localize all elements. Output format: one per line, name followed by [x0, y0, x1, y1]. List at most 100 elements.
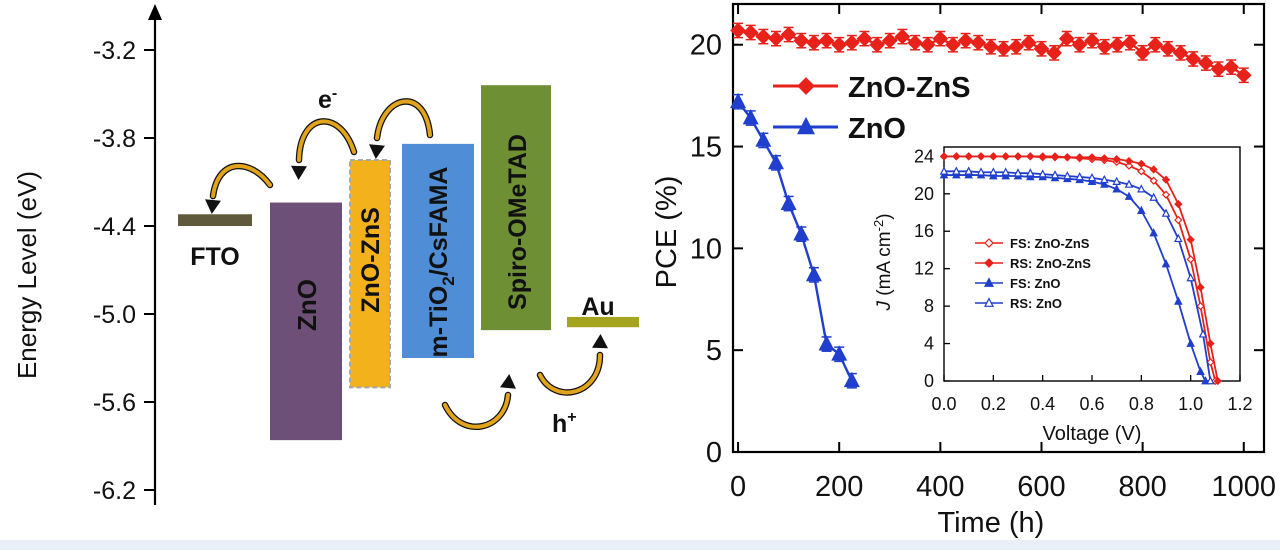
jv-y-tick-label: 24: [914, 146, 934, 166]
pce-x-axis-label: Time (h): [937, 507, 1044, 539]
electron-label: e-: [318, 85, 337, 114]
pce-data-point: [1046, 45, 1062, 61]
energy-tick-label: -5.6: [93, 389, 136, 417]
jv-data-point: [1174, 215, 1183, 225]
jv-y-tick-label: 0: [924, 371, 934, 391]
jv-data-point: [952, 166, 961, 175]
jv-data-point: [1201, 376, 1210, 385]
pce-data-point: [1160, 40, 1176, 57]
energy-tick-label: -4.4: [93, 213, 136, 241]
jv-data-point: [964, 152, 973, 161]
pce-data-point: [1223, 59, 1239, 75]
pce-data-point: [1122, 34, 1138, 51]
pce-data-point: [730, 22, 746, 39]
pce-data-point: [919, 36, 936, 53]
pce-data-point: [945, 36, 961, 53]
pce-x-tick-label: 200: [815, 471, 863, 503]
jv-data-point: [976, 167, 986, 176]
jv-data-point: [1161, 208, 1171, 217]
energy-tick-label: -3.8: [93, 125, 136, 153]
energy-axis-arrow-icon: [148, 4, 162, 20]
jv-data-point: [1213, 376, 1222, 386]
pce-data-point: [1210, 61, 1227, 78]
pce-data-point: [907, 34, 923, 51]
jv-legend-label: RS: ZnO-ZnS: [1010, 256, 1091, 271]
pce-data-point: [995, 40, 1012, 57]
jv-data-point: [1050, 170, 1060, 179]
jv-legend-marker: [984, 258, 994, 268]
jv-data-point: [1112, 155, 1121, 164]
jv-y-tick-label: 16: [914, 221, 934, 241]
pce-data-point: [1033, 40, 1050, 57]
jv-data-point: [1186, 338, 1195, 347]
pce-data-point: [1147, 36, 1164, 53]
jv-legend-marker: [984, 238, 994, 248]
jv-x-tick-label: 1.2: [1227, 394, 1252, 414]
jv-data-point: [1124, 156, 1134, 166]
pce-data-point: [1084, 32, 1100, 49]
hole-arrow-2-head-icon: [592, 334, 608, 349]
pce-data-point: [856, 30, 873, 47]
jv-data-point: [1026, 152, 1035, 161]
jv-data-point: [1075, 172, 1084, 181]
pce-data-point: [767, 153, 784, 170]
jv-data-point: [1100, 154, 1109, 163]
pce-legend-label: ZnO: [848, 113, 906, 145]
pce-plot-frame: [731, 2, 1266, 454]
pce-x-tick-label: 1000: [1212, 471, 1277, 503]
jv-data-point: [1124, 179, 1134, 188]
jv-y-axis-label: J (mA cm-2): [871, 213, 895, 311]
pce-data-point: [843, 34, 860, 51]
jv-data-point: [1149, 176, 1158, 185]
jv-data-point: [1063, 171, 1072, 180]
hole-arrow-1-shadow: [441, 391, 512, 430]
layer-label-zno: ZnO: [292, 279, 322, 331]
pce-x-tick-label: 600: [1017, 471, 1065, 503]
pce-y-tick-label: 15: [690, 132, 722, 164]
pce-data-point: [1134, 45, 1151, 61]
pce-y-tick-label: 0: [706, 437, 722, 469]
pce-data-point: [730, 92, 747, 109]
jv-data-point: [1206, 339, 1215, 348]
pce-data-point: [1235, 67, 1252, 84]
jv-data-point: [1161, 259, 1171, 268]
jv-data-point: [1161, 175, 1171, 184]
jv-data-point: [952, 152, 961, 161]
electron-arrow-3-head-icon: [369, 144, 385, 159]
electron-arrow-2-shadow: [295, 118, 358, 164]
energy-tick-label: -5.0: [93, 301, 136, 329]
jv-data-point: [1196, 283, 1205, 292]
pce-data-point: [1071, 36, 1088, 53]
hole-arrow-2: [538, 353, 602, 395]
pce-legend-marker: [797, 116, 815, 135]
electron-arrow-1: [211, 163, 272, 198]
layer-label-tio2: m-TiO2/CsFAMA: [425, 167, 458, 358]
energy-layer-2: [349, 159, 391, 389]
pce-data-point: [1172, 45, 1189, 61]
jv-data-point: [1100, 179, 1109, 188]
pce-x-tick-label: 0: [730, 471, 746, 503]
pce-data-point: [1185, 51, 1202, 67]
pce-data-point: [869, 36, 885, 53]
pce-series-0: [730, 22, 1252, 84]
jv-x-tick-label: 0.4: [1030, 394, 1055, 414]
jv-data-point: [1137, 205, 1146, 214]
jv-data-point: [1100, 174, 1109, 184]
pce-data-point: [742, 24, 759, 41]
pce-data-point: [894, 28, 911, 45]
jv-data-point: [1013, 152, 1023, 161]
jv-data-point: [989, 167, 998, 176]
jv-data-point: [1075, 153, 1084, 162]
jv-data-point: [1198, 329, 1208, 338]
pce-data-point: [818, 335, 835, 351]
jv-data-point: [1206, 358, 1215, 367]
jv-data-point: [1161, 190, 1171, 199]
energy-axis-label: Energy Level (eV): [12, 171, 42, 379]
electron-arrow-3-shadow: [373, 98, 434, 142]
jv-data-point: [1038, 169, 1047, 178]
jv-data-point: [976, 152, 986, 161]
jv-data-point: [1112, 176, 1121, 185]
pce-data-point: [970, 34, 987, 51]
